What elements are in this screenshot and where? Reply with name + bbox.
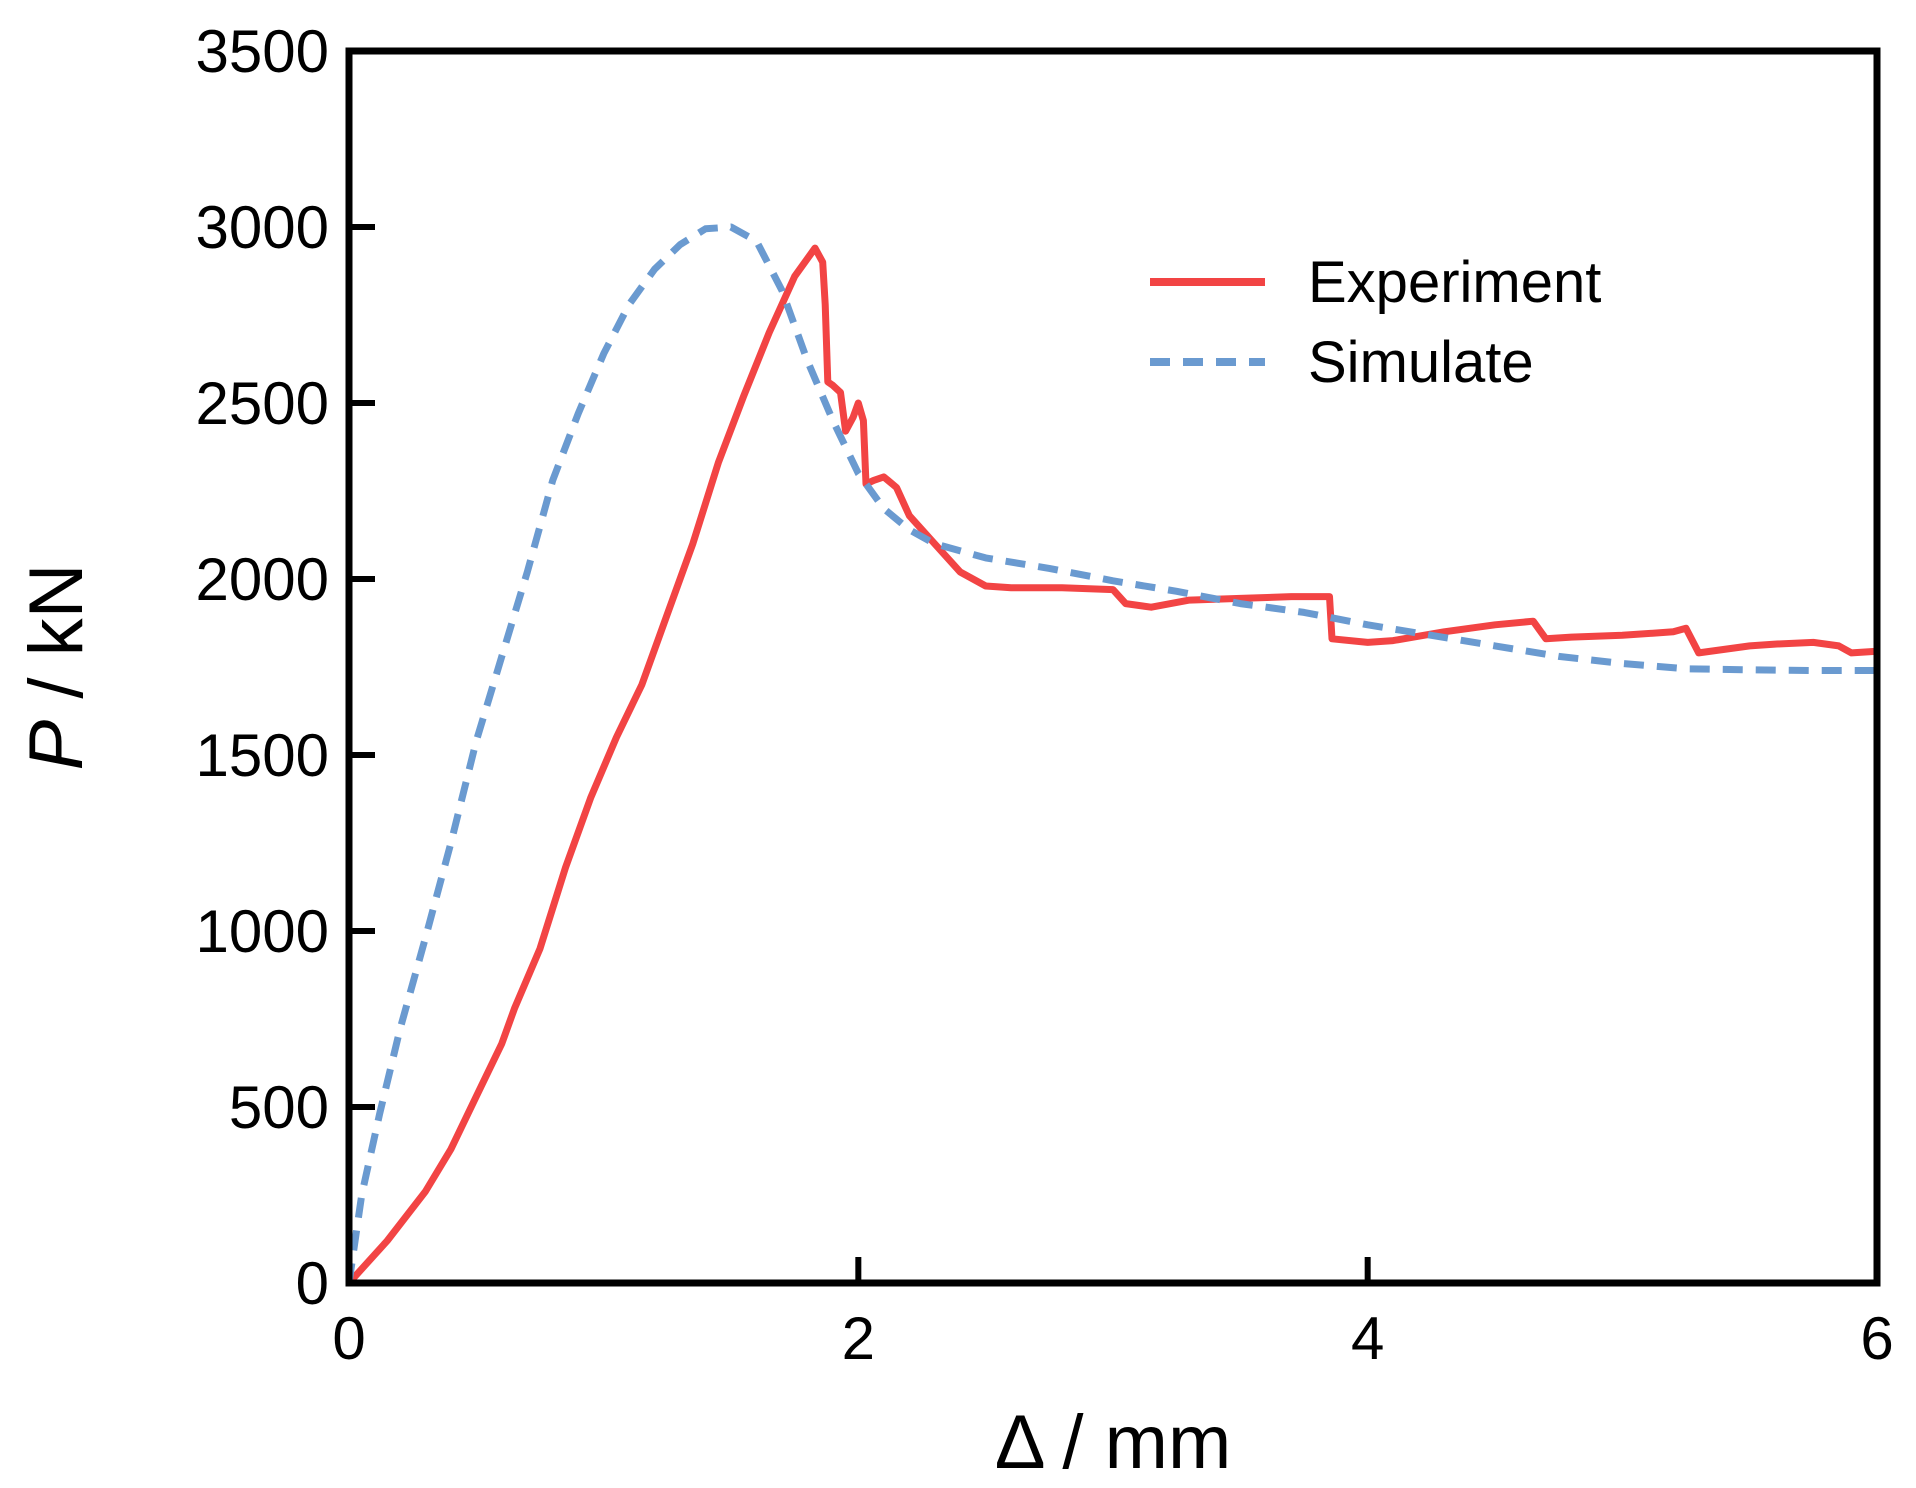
y-tick-label: 1500 — [196, 722, 329, 789]
x-axis-title: Δ / mm — [995, 1400, 1232, 1485]
y-axis-title-unit: / kN — [14, 564, 99, 720]
x-tick-label: 0 — [332, 1305, 365, 1372]
y-axis-title: P / kN — [14, 564, 99, 771]
y-tick-label: 2500 — [196, 370, 329, 437]
x-tick-label: 6 — [1860, 1305, 1893, 1372]
legend-label-simulate: Simulate — [1308, 330, 1534, 395]
y-tick-label: 1000 — [196, 898, 329, 965]
plot-frame — [345, 47, 1881, 1287]
series-line-experiment — [346, 244, 1878, 1286]
series-layer — [345, 223, 1878, 1286]
y-tick-label: 500 — [229, 1074, 329, 1141]
y-axis-title-variable: P — [14, 719, 99, 770]
x-tick-label: 4 — [1351, 1305, 1384, 1372]
y-tick-label: 3000 — [196, 194, 329, 261]
y-tick-label: 2000 — [196, 546, 329, 613]
series-line-simulate — [345, 223, 1877, 1284]
y-tick-label: 3500 — [196, 18, 329, 85]
legend: Experiment Simulate — [1150, 250, 1601, 395]
ticks-layer: 0 2 4 6 0 500 1000 1500 2000 2500 3000 3500 — [196, 18, 1894, 1372]
legend-label-experiment: Experiment — [1308, 250, 1601, 315]
x-tick-label: 2 — [842, 1305, 875, 1372]
y-tick-label: 0 — [296, 1250, 329, 1317]
